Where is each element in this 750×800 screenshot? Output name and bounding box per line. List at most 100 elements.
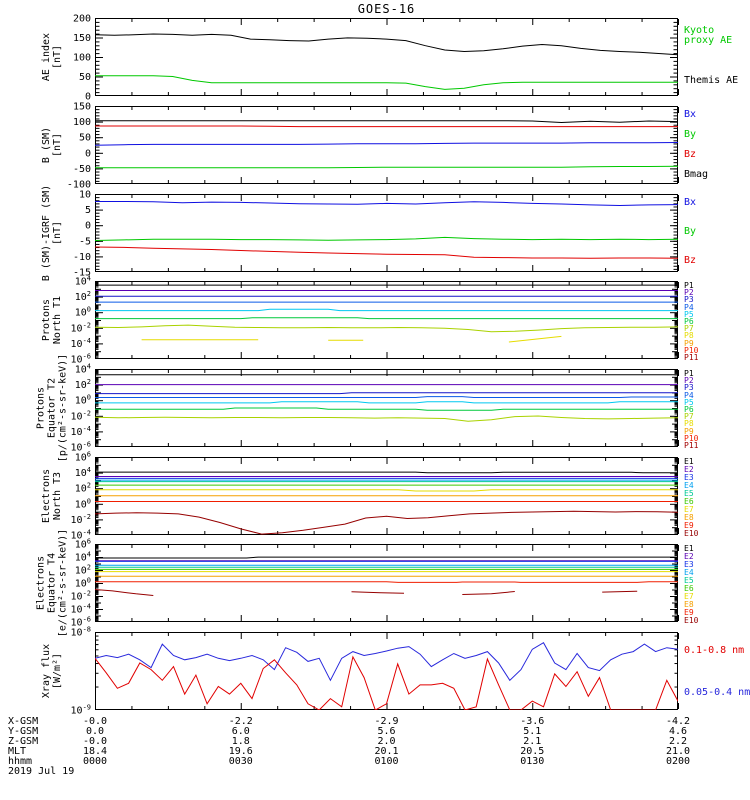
ylabel-b-sm: B (SM) [nT] bbox=[41, 126, 63, 164]
panel-frame bbox=[95, 369, 678, 447]
legend-p3: P3 bbox=[684, 295, 694, 304]
panel-electrons-north-t3: 106 104 102 100 10-2 10-4 bbox=[0, 451, 750, 542]
legend-e5: E5 bbox=[684, 576, 694, 585]
legend-p6: P6 bbox=[684, 405, 694, 414]
y-tick-label: 100 bbox=[73, 53, 91, 64]
y-tick-label: 50 bbox=[79, 133, 91, 144]
legend-e6: E6 bbox=[684, 497, 694, 506]
axis-value: 20.5 bbox=[520, 746, 545, 757]
axis-value: 0.0 bbox=[85, 726, 105, 737]
axis-value: 20.1 bbox=[374, 746, 399, 757]
series-by bbox=[95, 165, 678, 169]
series-p7 bbox=[95, 324, 678, 333]
legend-p5: P5 bbox=[684, 310, 694, 319]
axis-value: 5.1 bbox=[523, 726, 542, 737]
panel-frame bbox=[95, 544, 678, 622]
legend-by: By bbox=[684, 129, 697, 140]
legend-e4: E4 bbox=[684, 568, 694, 577]
panel-b-sm-igrf: 10 5 0 -5 -10 -15 bbox=[0, 190, 750, 279]
series-0.05-0.4-nm bbox=[95, 655, 678, 710]
legend-e10: E10 bbox=[684, 529, 699, 538]
axis-value: 2.1 bbox=[523, 736, 542, 747]
axis-value: -4.2 bbox=[665, 716, 691, 727]
y-tick-label: 200 bbox=[73, 14, 91, 25]
axis-value: 6.0 bbox=[231, 726, 250, 737]
legend-e8: E8 bbox=[684, 600, 694, 609]
legend-e6: E6 bbox=[684, 584, 694, 593]
legend-p7: P7 bbox=[684, 412, 694, 421]
legend-p1: P1 bbox=[684, 281, 694, 290]
date-label: 2019 Jul 19 bbox=[8, 766, 75, 777]
y-tick-label: 10-2 bbox=[71, 590, 91, 603]
axis-value: 19.6 bbox=[228, 746, 253, 757]
series-0.1-0.8-nm bbox=[95, 642, 678, 682]
y-tick-label: 104 bbox=[75, 466, 91, 479]
panel-frame bbox=[95, 194, 678, 272]
axis-value: -2.2 bbox=[228, 716, 253, 727]
legend-p9: P9 bbox=[684, 339, 694, 348]
y-tick-label: 0 bbox=[85, 92, 91, 103]
y-tick-label: 106 bbox=[75, 538, 91, 551]
series-e1 bbox=[95, 471, 678, 474]
legend-p7: P7 bbox=[684, 324, 694, 333]
ylabel-protons-north-t1: Protons North T1 bbox=[41, 295, 63, 345]
series-e10 bbox=[95, 589, 638, 596]
axis-row-label-z-gsm: Z-GSM bbox=[8, 736, 39, 747]
legend-bmag: Bmag bbox=[684, 169, 709, 180]
legend-p6: P6 bbox=[684, 317, 694, 326]
series-bmag bbox=[95, 120, 678, 124]
legend-bz: Bz bbox=[684, 255, 697, 266]
axis-value: 0200 bbox=[665, 756, 691, 767]
axis-value: 21.0 bbox=[665, 746, 691, 757]
y-tick-label: 10-2 bbox=[71, 409, 91, 422]
panel-frame bbox=[95, 632, 678, 710]
legend-bz: Bz bbox=[684, 149, 697, 160]
y-tick-label: 10-4 bbox=[71, 337, 91, 350]
ylabel-electrons-north-t3: Electrons North T3 bbox=[41, 468, 63, 524]
legend-e1: E1 bbox=[684, 457, 694, 466]
axis-value: -0.0 bbox=[82, 716, 108, 727]
series-p7 bbox=[95, 415, 678, 422]
y-tick-label: 10-4 bbox=[71, 425, 91, 438]
legend-e4: E4 bbox=[684, 481, 694, 490]
axis-value: 5.6 bbox=[377, 726, 396, 737]
y-tick-label: -5 bbox=[79, 236, 91, 247]
panel-b-sm: 150 100 50 0 -50 -100 bbox=[0, 102, 750, 191]
y-tick-label: 100 bbox=[75, 394, 91, 407]
axis-row-label-x-gsm: X-GSM bbox=[8, 716, 39, 727]
legend-bx: Bx bbox=[684, 109, 697, 120]
y-tick-label: 102 bbox=[75, 378, 91, 391]
y-tick-label: 0 bbox=[85, 148, 91, 159]
axis-value: -3.6 bbox=[520, 716, 545, 727]
y-tick-label: 104 bbox=[75, 551, 91, 564]
y-tick-label: 10-6 bbox=[71, 353, 91, 366]
panel-electrons-equator-t4: 106 104 102 100 10-2 10-4 10-6 bbox=[0, 538, 750, 629]
panel-protons-equator-t2: 104 102 100 10-2 10-4 10-6 bbox=[0, 363, 750, 454]
legend-e2: E2 bbox=[684, 465, 694, 474]
legend-e3: E3 bbox=[684, 560, 694, 569]
series-p8 bbox=[141, 335, 562, 343]
panel-frame bbox=[95, 18, 678, 96]
panel-xray-flux: 10-8 10-9 bbox=[0, 626, 750, 717]
y-tick-label: 10-9 bbox=[71, 704, 91, 717]
axis-value: 0100 bbox=[374, 756, 399, 767]
y-tick-label: 50 bbox=[79, 72, 91, 83]
panel-ae-index: 200 150 100 50 0 bbox=[0, 14, 750, 103]
y-tick-label: -15 bbox=[73, 268, 91, 279]
axis-value: 18.4 bbox=[82, 746, 108, 757]
series-p4 bbox=[95, 396, 678, 398]
y-tick-label: 100 bbox=[75, 577, 91, 590]
y-tick-label: -50 bbox=[73, 164, 91, 175]
y-tick-label: 104 bbox=[75, 363, 91, 376]
series-e7 bbox=[95, 489, 678, 492]
axis-value: 1.8 bbox=[231, 736, 250, 747]
y-tick-label: 100 bbox=[75, 497, 91, 510]
legend-e7: E7 bbox=[684, 592, 694, 601]
legend-p4: P4 bbox=[684, 303, 694, 312]
series-p6 bbox=[95, 407, 678, 411]
legend-p11: P11 bbox=[684, 353, 699, 362]
legend-p5: P5 bbox=[684, 398, 694, 407]
series-p3 bbox=[95, 392, 678, 395]
legend-e9: E9 bbox=[684, 608, 694, 617]
